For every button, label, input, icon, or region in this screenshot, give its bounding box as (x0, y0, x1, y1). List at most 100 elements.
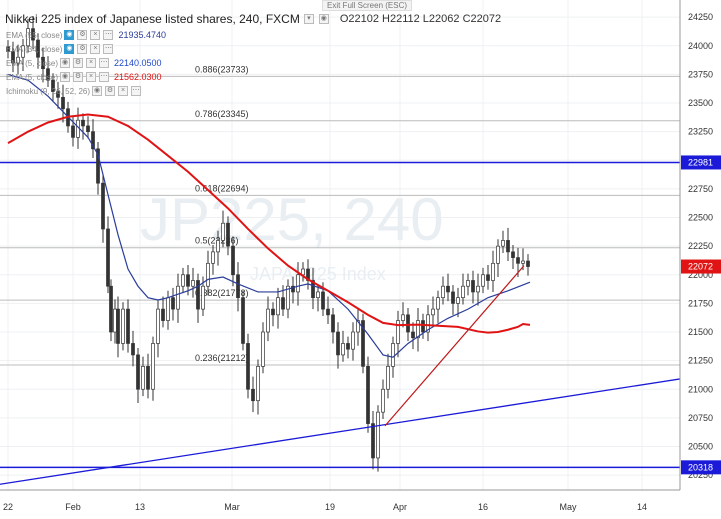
fib-level-label: 0.236(21212) (195, 353, 249, 363)
more-icon[interactable]: ⋯ (131, 86, 142, 96)
close-icon[interactable]: × (118, 86, 129, 96)
candle-body (126, 308, 130, 344)
candle-body (491, 262, 495, 281)
legend-row[interactable]: EMA (5, close) ◉ ⚙ × ⋯ 22140.0500 (6, 58, 162, 68)
candle-body (21, 45, 25, 58)
candle-body (336, 331, 340, 356)
time-tick-label: Mar (224, 502, 240, 512)
candle-body (181, 274, 185, 287)
price-tag (681, 155, 721, 170)
eye-icon[interactable]: ◉ (64, 30, 75, 40)
legend-row[interactable]: EMA (5, close) ◉ ⚙ × ⋯ 21562.0300 (6, 72, 162, 82)
candle-body (36, 39, 40, 58)
close-icon[interactable]: × (90, 30, 101, 40)
candle-body (516, 257, 520, 264)
candle-body (186, 274, 190, 287)
candle-body (113, 308, 117, 333)
candle-body (371, 423, 375, 459)
watermark: JP225, 240 JAPAN225 Index (140, 186, 444, 284)
price-tick-label: 21500 (688, 327, 713, 337)
more-icon[interactable]: ⋯ (99, 72, 110, 82)
legend-label: EMA (5, close) (6, 58, 59, 68)
candle-body (441, 285, 445, 299)
close-icon[interactable]: × (86, 72, 97, 82)
eye-icon[interactable]: ◉ (60, 58, 71, 68)
candle-body (81, 119, 85, 127)
legend-value: 22140.0500 (114, 58, 162, 68)
candle-body (41, 56, 45, 70)
candle-body (121, 308, 125, 344)
legend-row[interactable]: Ichimoku (9, 26, 52, 26) ◉ ⚙ × ⋯ (6, 86, 142, 96)
candle-body (501, 240, 505, 247)
candle-body (351, 331, 355, 350)
candle-body (386, 366, 390, 390)
more-icon[interactable]: ⋯ (99, 58, 110, 68)
gear-icon[interactable]: ⚙ (77, 44, 88, 54)
more-icon[interactable]: ⋯ (103, 44, 114, 54)
price-tick-label: 24250 (688, 12, 713, 22)
legend-label: EMA (55, close) (6, 30, 63, 40)
candle-body (376, 411, 380, 459)
candle-body (31, 28, 35, 41)
price-tick-label: 20750 (688, 413, 713, 423)
candle-body (431, 308, 435, 316)
trendlines (0, 265, 681, 485)
candle-body (411, 331, 415, 339)
legend-row[interactable]: EMA (34, close) ◉ ⚙ × ⋯ (6, 44, 114, 54)
chevron-down-icon[interactable]: ▾ (303, 14, 314, 24)
price-tick-label: 21250 (688, 356, 713, 366)
legend-row[interactable]: EMA (55, close) ◉ ⚙ × ⋯ 21935.4740 (6, 30, 166, 40)
more-icon[interactable]: ⋯ (103, 30, 114, 40)
price-tick-label: 22000 (688, 270, 713, 280)
candle-body (281, 297, 285, 310)
candle-body (16, 56, 20, 64)
gear-icon[interactable]: ⚙ (73, 58, 84, 68)
candle-body (191, 280, 195, 287)
candle-body (326, 308, 330, 316)
price-axis[interactable]: 20250 20500 20750 21000 21250 21500 21750 22000… (688, 12, 713, 480)
fib-level-label: 0.886(23733) (195, 64, 249, 74)
price-tag-label: 22981 (688, 157, 713, 167)
candle-body (446, 285, 450, 293)
price-tags: 22981 20318 22072 (681, 155, 721, 475)
candle-body (476, 285, 480, 293)
candle-body (206, 262, 210, 287)
close-icon[interactable]: × (90, 44, 101, 54)
candle-body (356, 320, 360, 333)
eye-icon[interactable]: ◉ (60, 72, 71, 82)
blue-moving-average (7, 73, 531, 358)
time-axis[interactable]: 22 Feb 13 Mar 19 Apr 16 May 14 (3, 502, 647, 512)
eye-icon[interactable]: ◉ (92, 86, 103, 96)
candle-body (296, 274, 300, 293)
candle-body (61, 96, 65, 110)
price-tick-label: 23250 (688, 127, 713, 137)
chart-title-bar: Nikkei 225 index of Japanese listed shar… (5, 12, 501, 26)
rising-support-trendline (0, 378, 681, 485)
gear-icon[interactable]: ⚙ (73, 72, 84, 82)
eye-icon[interactable]: ◉ (318, 14, 329, 24)
eye-icon[interactable]: ◉ (64, 44, 75, 54)
price-tag (681, 460, 721, 475)
candle-body (11, 51, 15, 64)
candle-body (361, 320, 365, 367)
candle-body (226, 222, 230, 247)
candle-body (46, 68, 50, 81)
candle-body (496, 245, 500, 264)
close-icon[interactable]: × (86, 58, 97, 68)
candle-body (436, 297, 440, 310)
price-tag-label: 20318 (688, 462, 713, 472)
candle-body (109, 285, 113, 333)
gear-icon[interactable]: ⚙ (77, 30, 88, 40)
candle-body (321, 291, 325, 310)
current-price-tag (681, 259, 721, 274)
candle-body (131, 343, 135, 356)
gear-icon[interactable]: ⚙ (105, 86, 116, 96)
watermark-symbol: JP225, 240 (140, 186, 444, 253)
candle-body (26, 28, 30, 47)
candle-body (346, 343, 350, 350)
red-moving-average (7, 113, 531, 334)
candle-body (101, 182, 105, 230)
fib-level-label: 0.618(22694) (195, 183, 249, 193)
candle-body (331, 314, 335, 333)
exit-fullscreen-button[interactable]: Exit Full Screen (ESC) (322, 0, 413, 11)
